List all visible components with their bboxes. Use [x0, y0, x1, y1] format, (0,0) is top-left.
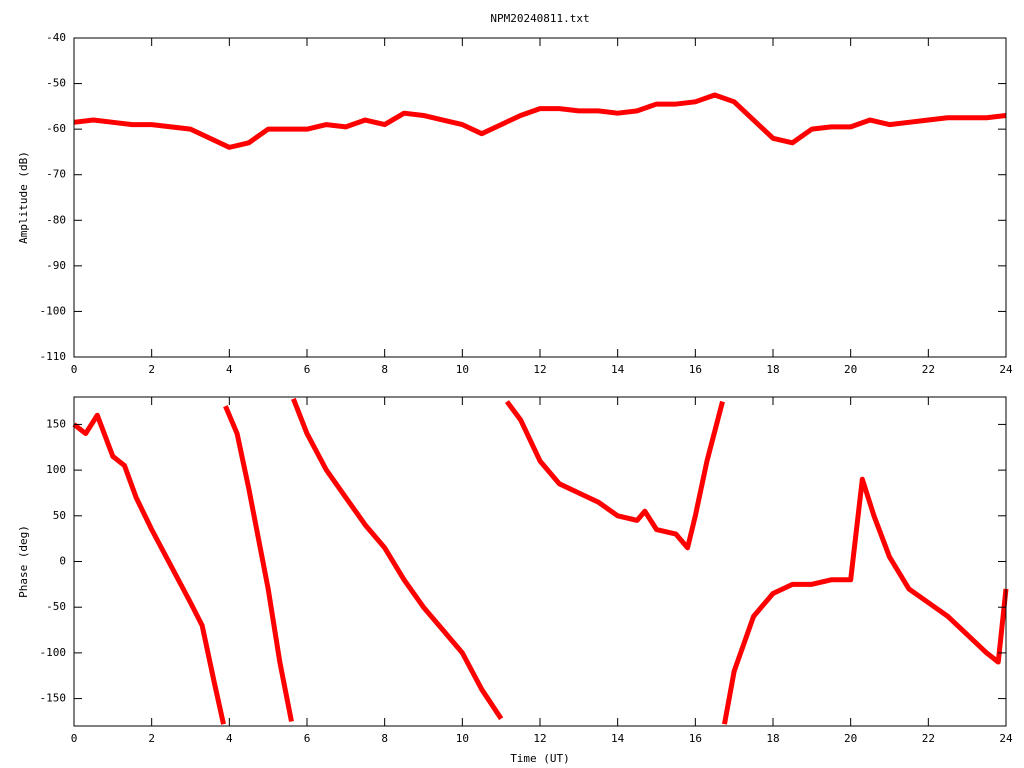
y-tick-label: -100 [40, 304, 67, 317]
y-tick-label: -80 [46, 213, 66, 226]
y-tick-label: 50 [53, 509, 66, 522]
y-tick-label: -110 [40, 350, 67, 363]
x-tick-label: 24 [999, 363, 1013, 376]
x-tick-label: 6 [304, 732, 311, 745]
x-tick-label: 0 [71, 732, 78, 745]
x-tick-label: 14 [611, 363, 625, 376]
plot-frame [73, 37, 1007, 358]
x-tick-label: 20 [844, 732, 857, 745]
y-tick-label: -50 [46, 77, 66, 90]
y-tick-label: -50 [46, 600, 66, 613]
x-tick-label: 18 [766, 363, 779, 376]
y-tick-label: 150 [46, 417, 66, 430]
x-tick-label: 2 [148, 732, 155, 745]
y-axis-label: Phase (deg) [17, 525, 30, 598]
x-tick-label: 22 [922, 732, 935, 745]
x-tick-label: 8 [381, 732, 388, 745]
x-tick-label: 2 [148, 363, 155, 376]
data-line [72, 397, 1009, 725]
y-tick-label: 100 [46, 463, 66, 476]
y-tick-label: 0 [59, 555, 66, 568]
y-tick-label: -100 [40, 646, 67, 659]
x-tick-label: 22 [922, 363, 935, 376]
x-tick-label: 12 [533, 363, 546, 376]
x-axis-label: Time (UT) [510, 752, 570, 765]
y-tick-label: -70 [46, 168, 66, 181]
x-tick-label: 8 [381, 363, 388, 376]
x-tick-label: 4 [226, 363, 233, 376]
chart-title: NPM20240811.txt [490, 12, 589, 25]
x-tick-label: 10 [456, 732, 469, 745]
y-tick-label: -90 [46, 259, 66, 272]
y-tick-label: -150 [40, 692, 67, 705]
x-tick-label: 24 [999, 732, 1013, 745]
x-tick-label: 16 [689, 732, 702, 745]
data-line [73, 92, 1007, 150]
x-tick-label: 10 [456, 363, 469, 376]
x-tick-label: 14 [611, 732, 625, 745]
x-tick-label: 18 [766, 732, 779, 745]
x-tick-label: 16 [689, 363, 702, 376]
x-tick-label: 6 [304, 363, 311, 376]
y-tick-label: -60 [46, 122, 66, 135]
x-tick-label: 20 [844, 363, 857, 376]
y-tick-label: -40 [46, 31, 66, 44]
x-tick-label: 12 [533, 732, 546, 745]
y-axis-label: Amplitude (dB) [17, 151, 30, 244]
x-tick-label: 4 [226, 732, 233, 745]
x-tick-label: 0 [71, 363, 78, 376]
